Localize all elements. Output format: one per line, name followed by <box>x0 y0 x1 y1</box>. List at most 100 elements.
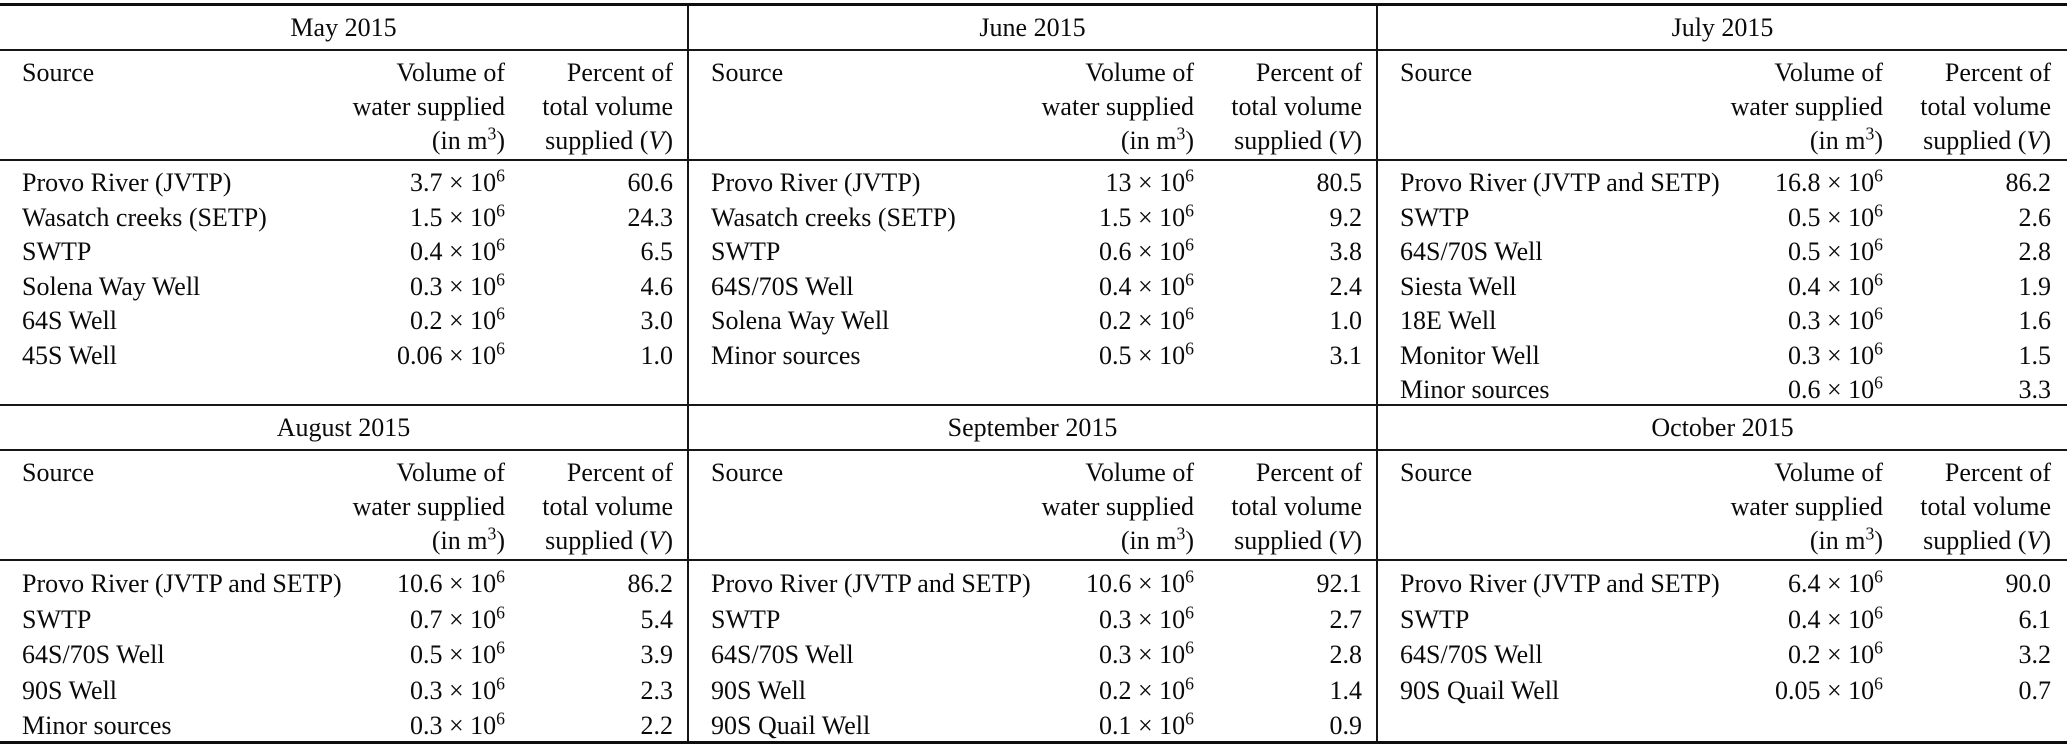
volume-cell: 0.4 × 106 <box>1787 601 1883 634</box>
table-row: 90S Quail Well 0.1 × 106 0.9 <box>689 708 1376 744</box>
percent-cell: 0.7 <box>2018 675 2052 705</box>
source-cell: 64S/70S Well <box>711 640 854 669</box>
month-title-row: October 2015 <box>1378 406 2067 451</box>
percent-cell: 3.1 <box>1329 340 1363 370</box>
source-cell: 90S Well <box>22 675 117 705</box>
percent-cell: 3.9 <box>640 640 674 669</box>
source-cell: Provo River (JVTP and SETP) <box>711 569 1031 598</box>
volume-cell: 0.5 × 106 <box>1787 199 1883 232</box>
source-column-header: Source <box>711 58 784 87</box>
table-row: Provo River (JVTP and SETP) 10.6 × 106 86.… <box>0 566 687 602</box>
percent-column-header: Percent of total volume supplied (V) <box>1231 58 1362 155</box>
column-header-row: Source Volume of water supplied (in m3) Pe… <box>689 51 1376 161</box>
source-cell: Provo River (JVTP) <box>22 168 232 197</box>
source-cell: Wasatch creeks (SETP) <box>22 202 267 232</box>
table-row: Provo River (JVTP and SETP) 16.8 × 106 86.… <box>1378 166 2067 201</box>
table-row: Provo River (JVTP) 3.7 × 106 60.6 <box>0 166 687 201</box>
volume-cell: 0.3 × 106 <box>1787 337 1883 370</box>
volume-column-header: Volume of water supplied (in m3) <box>1730 58 1883 155</box>
month-title-row: September 2015 <box>689 406 1376 451</box>
percent-cell: 2.8 <box>2018 237 2052 266</box>
percent-cell: 90.0 <box>2005 569 2052 598</box>
table-bottom-half: August 2015 Source Volume of water suppli… <box>0 406 2067 741</box>
month-table-october-2015: October 2015 Source Volume of water suppl… <box>1378 406 2067 741</box>
volume-column-header: Volume of water supplied (in m3) <box>352 458 505 555</box>
percent-column-header: Percent of total volume supplied (V) <box>1231 458 1362 555</box>
month-table-august-2015: August 2015 Source Volume of water suppli… <box>0 406 689 741</box>
table-row: 90S Well 0.3 × 106 2.3 <box>0 673 687 709</box>
month-table-june-2015: June 2015 Source Volume of water supplied… <box>689 6 1378 406</box>
volume-cell: 0.3 × 106 <box>409 672 505 705</box>
column-header-row: Source Volume of water supplied (in m3) Pe… <box>689 451 1376 561</box>
table-row: Siesta Well 0.4 × 106 1.9 <box>1378 270 2067 305</box>
volume-cell: 0.3 × 106 <box>409 708 505 740</box>
table-row: SWTP 0.5 × 106 2.6 <box>1378 201 2067 236</box>
table-row: 64S/70S Well 0.5 × 106 2.8 <box>1378 235 2067 270</box>
percent-cell: 5.4 <box>640 604 674 634</box>
source-cell: 64S/70S Well <box>711 271 854 301</box>
percent-cell: 2.4 <box>1329 271 1363 301</box>
data-rows: Provo River (JVTP and SETP) 16.8 × 106 86.… <box>1378 161 2067 406</box>
source-cell: SWTP <box>1400 604 1470 634</box>
table-row: Monitor Well 0.3 × 106 1.5 <box>1378 339 2067 374</box>
volume-column-header: Volume of water supplied (in m3) <box>1041 58 1194 155</box>
percent-cell: 1.6 <box>2018 306 2052 335</box>
percent-cell: 1.9 <box>2018 271 2052 301</box>
percent-cell: 2.2 <box>640 711 674 740</box>
table-row: Wasatch creeks (SETP) 1.5 × 106 9.2 <box>689 201 1376 236</box>
source-cell: Siesta Well <box>1400 271 1517 301</box>
volume-cell: 0.6 × 106 <box>1787 372 1883 404</box>
source-cell: 90S Quail Well <box>1400 675 1560 705</box>
source-cell: Provo River (JVTP and SETP) <box>1400 569 1720 598</box>
percent-cell: 1.0 <box>640 340 674 370</box>
volume-cell: 1.5 × 106 <box>409 199 505 232</box>
water-supply-table: May 2015 Source Volume of water supplied(… <box>0 3 2067 744</box>
month-table-may-2015: May 2015 Source Volume of water supplied(… <box>0 6 689 406</box>
volume-cell: 0.3 × 106 <box>1098 637 1194 669</box>
volume-cell: 0.5 × 106 <box>1098 337 1194 370</box>
table-row: Minor sources 0.5 × 106 3.1 <box>689 339 1376 374</box>
source-cell: Provo River (JVTP and SETP) <box>22 569 342 598</box>
month-table-july-2015: July 2015 Source Volume of water supplied… <box>1378 6 2067 406</box>
volume-cell: 0.4 × 106 <box>1098 268 1194 301</box>
source-cell: Solena Way Well <box>711 306 890 335</box>
volume-cell: 0.5 × 106 <box>1787 234 1883 266</box>
data-rows: Provo River (JVTP and SETP) 10.6 × 106 86.… <box>0 561 687 741</box>
volume-column-header: Volume of water supplied (in m3) <box>1041 458 1194 555</box>
source-cell: Provo River (JVTP and SETP) <box>1400 168 1720 197</box>
table-row: 45S Well 0.06 × 106 1.0 <box>0 339 687 374</box>
column-header-row: Source Volume of water supplied (in m3) Pe… <box>1378 51 2067 161</box>
month-title-row: May 2015 <box>0 6 687 51</box>
source-cell: 90S Well <box>711 675 806 705</box>
source-cell: Minor sources <box>22 711 172 740</box>
table-row: 90S Well 0.2 × 106 1.4 <box>689 673 1376 709</box>
volume-cell: 1.5 × 106 <box>1098 199 1194 232</box>
percent-cell: 2.6 <box>2018 202 2052 232</box>
percent-cell: 80.5 <box>1316 168 1363 197</box>
source-column-header: Source <box>1400 58 1473 87</box>
table-row: 64S/70S Well 0.4 × 106 2.4 <box>689 270 1376 305</box>
table-row: Minor sources 0.6 × 106 3.3 <box>1378 373 2067 408</box>
percent-column-header: Percent of total volume supplied (V) <box>1920 58 2051 155</box>
percent-cell: 6.1 <box>2018 604 2052 634</box>
month-title: May 2015 <box>290 12 397 42</box>
column-header-row: Source Volume of water supplied (in m3) Pe… <box>0 451 687 561</box>
table-row: SWTP 0.7 × 106 5.4 <box>0 602 687 638</box>
data-rows: Provo River (JVTP) 3.7 × 106 60.6 Wasatch c… <box>0 161 687 406</box>
percent-cell: 3.3 <box>2018 375 2052 404</box>
volume-cell: 0.3 × 106 <box>1787 303 1883 335</box>
source-cell: SWTP <box>22 604 92 634</box>
table-row: Minor sources 0.3 × 106 2.2 <box>0 708 687 744</box>
percent-cell: 92.1 <box>1316 569 1363 598</box>
percent-cell: 1.4 <box>1329 675 1363 705</box>
percent-column-header: Percent of total volume supplied (V) <box>542 58 673 155</box>
table-row: Provo River (JVTP and SETP) 6.4 × 106 90.0 <box>1378 566 2067 602</box>
percent-cell: 2.3 <box>640 675 674 705</box>
percent-cell: 4.6 <box>640 271 674 301</box>
volume-cell: 3.7 × 106 <box>409 165 505 197</box>
percent-cell: 3.0 <box>640 306 674 335</box>
source-cell: Wasatch creeks (SETP) <box>711 202 956 232</box>
volume-cell: 0.2 × 106 <box>1098 303 1194 335</box>
source-cell: SWTP <box>1400 202 1470 232</box>
volume-column-header: Volume of water supplied (in m3) <box>1730 458 1883 555</box>
